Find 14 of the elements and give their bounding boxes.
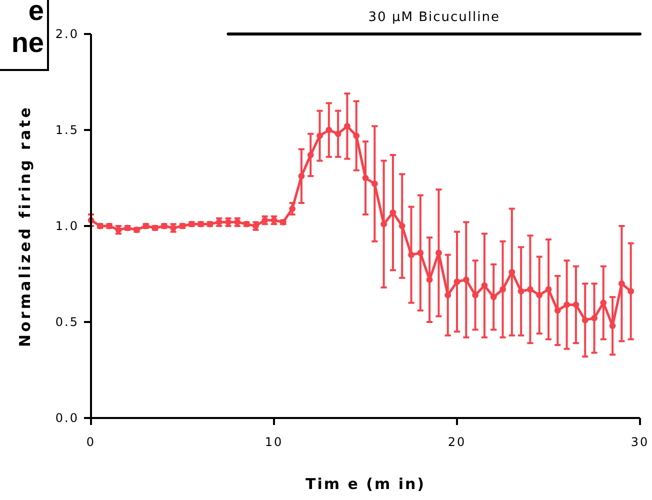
y-axis-title: Normalized firing rate <box>16 105 34 347</box>
y-tick-label: 1.5 <box>55 123 79 138</box>
x-tick-label: 20 <box>448 435 466 449</box>
text: ne <box>11 27 44 58</box>
x-axis-title: Tim e (m in) <box>305 475 426 493</box>
x-tick-label: 0 <box>86 435 96 449</box>
x-tick-label: 10 <box>264 435 284 449</box>
y-tick-label: 0.0 <box>55 411 79 426</box>
text: e <box>28 0 44 26</box>
annotation: 30 µM Bicuculline <box>368 10 500 25</box>
y-tick-label: 1.0 <box>55 219 79 234</box>
y-tick-label: 2.0 <box>55 27 79 42</box>
x-tick-label: 30 <box>630 435 650 449</box>
y-tick-label: 0.5 <box>55 315 79 330</box>
